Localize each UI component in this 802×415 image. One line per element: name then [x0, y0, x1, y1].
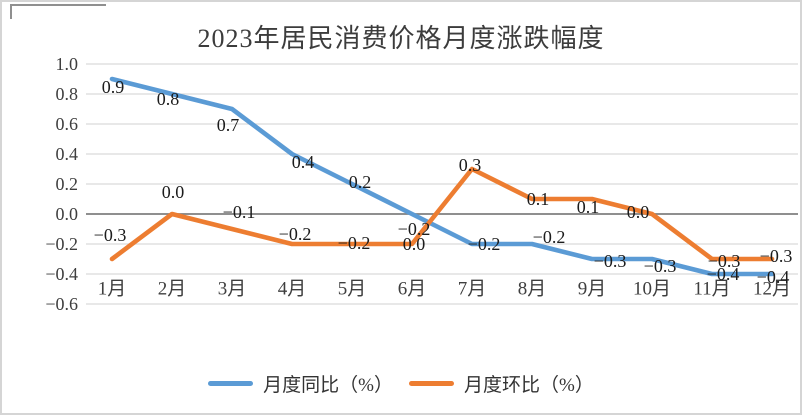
data-label: 0.7 — [217, 115, 240, 135]
series-line-mom — [109, 166, 775, 262]
data-label: 0.3 — [459, 155, 482, 175]
data-label: 0.0 — [162, 182, 185, 202]
legend-swatch-yoy — [208, 380, 254, 386]
data-label: 0.0 — [627, 202, 650, 222]
y-tick-label: 0.6 — [56, 114, 79, 134]
data-label: −0.1 — [223, 202, 256, 222]
data-label: −0.4 — [707, 264, 740, 284]
x-category-label: 3月 — [218, 279, 247, 300]
y-tick-label: 1.0 — [56, 54, 79, 74]
data-label: −0.2 — [279, 224, 312, 244]
y-tick-label: 0.4 — [56, 144, 79, 164]
data-label: −0.2 — [468, 234, 501, 254]
data-label: −0.3 — [94, 225, 127, 245]
x-category-label: 12月 — [753, 279, 791, 300]
data-label: 0.2 — [349, 172, 372, 192]
x-category-label: 7月 — [458, 279, 487, 300]
legend-label-mom: 月度环比（%） — [464, 374, 594, 396]
x-category-label: 10月 — [633, 279, 671, 300]
data-label: 0.4 — [292, 152, 315, 172]
data-label: −0.4 — [757, 267, 790, 287]
series-line-yoy — [109, 76, 775, 277]
x-category-label: 5月 — [338, 279, 367, 300]
x-category-label: 9月 — [578, 279, 607, 300]
data-label: 0.1 — [527, 189, 550, 209]
y-tick-label: −0.2 — [45, 234, 78, 254]
legend-item-mom: 月度环比（%） — [409, 370, 594, 397]
data-label: −0.3 — [708, 251, 741, 271]
data-label: 0.8 — [157, 89, 180, 109]
data-label: 0.1 — [577, 197, 600, 217]
chart-legend: 月度同比（%） 月度环比（%） — [2, 367, 800, 399]
legend-item-yoy: 月度同比（%） — [208, 370, 393, 397]
legend-label-yoy: 月度同比（%） — [263, 374, 393, 396]
data-label: 0.0 — [403, 234, 426, 254]
data-label: −0.2 — [533, 227, 566, 247]
cell-gridline-artifact-v — [10, 4, 12, 19]
y-tick-label: 0.2 — [56, 174, 79, 194]
y-tick-label: −0.4 — [45, 264, 78, 284]
x-category-label: 6月 — [398, 279, 427, 300]
chart-title: 2023年居民消费价格月度涨跌幅度 — [197, 24, 605, 53]
y-tick-label: −0.6 — [45, 294, 78, 314]
data-label: 0.9 — [102, 77, 125, 97]
x-category-label: 4月 — [278, 279, 307, 300]
data-label: −0.2 — [398, 219, 431, 239]
x-category-label: 2月 — [158, 279, 187, 300]
data-label: −0.3 — [594, 251, 627, 271]
x-category-label: 11月 — [693, 279, 730, 300]
cell-gridline-artifact-h — [10, 4, 106, 6]
data-label: −0.3 — [760, 246, 793, 266]
y-tick-label: 0.8 — [56, 84, 79, 104]
data-label: −0.2 — [338, 233, 371, 253]
data-label: −0.3 — [644, 256, 677, 276]
x-category-label: 8月 — [518, 279, 547, 300]
x-category-label: 1月 — [98, 279, 127, 300]
y-tick-label: 0.0 — [56, 204, 79, 224]
legend-swatch-mom — [409, 380, 454, 386]
